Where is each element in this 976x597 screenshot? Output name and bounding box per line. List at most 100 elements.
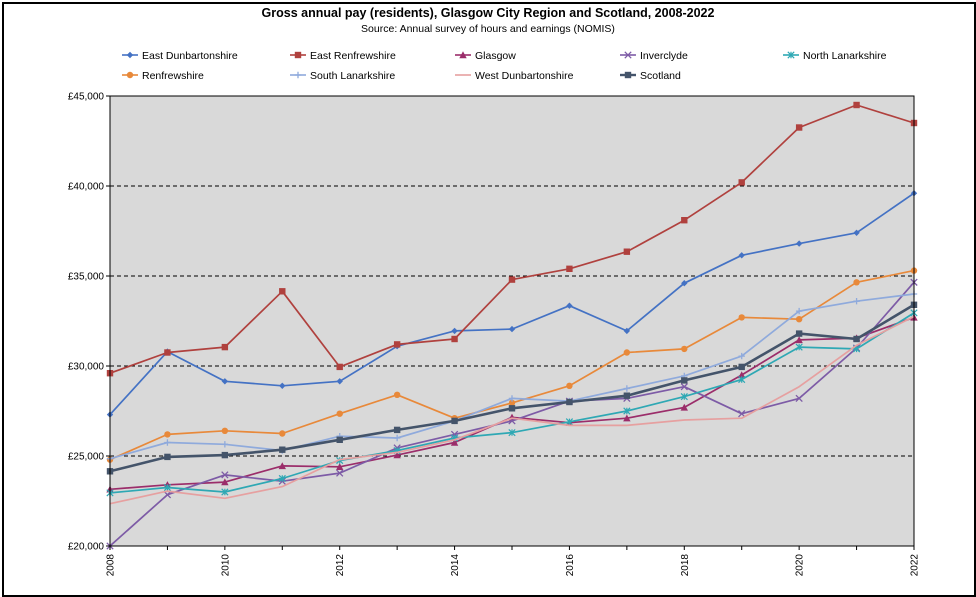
legend-item: South Lanarkshire (290, 70, 395, 82)
data-point (451, 417, 458, 425)
data-point (795, 124, 803, 131)
data-point (393, 341, 401, 348)
legend-item: West Dunbartonshire (455, 70, 574, 82)
data-point (164, 439, 171, 446)
data-point (738, 410, 746, 418)
legend-item: East Renfrewshire (290, 50, 396, 62)
data-point (221, 471, 229, 479)
data-point (738, 371, 746, 379)
data-point (681, 280, 688, 287)
data-point (566, 265, 573, 272)
data-point (126, 71, 134, 79)
data-point (393, 391, 401, 398)
data-point (163, 491, 172, 499)
x-tick-label: 2014 (450, 554, 461, 577)
data-point (853, 101, 860, 109)
data-point (623, 414, 631, 422)
data-point (508, 428, 516, 437)
legend-item: North Lanarkshire (783, 50, 887, 62)
data-point (566, 302, 573, 309)
data-point (451, 327, 458, 335)
x-tick-label: 2008 (106, 554, 117, 577)
data-point (623, 349, 631, 356)
y-tick-label: £25,000 (68, 452, 105, 463)
series-renfrewshire (106, 267, 918, 463)
data-point (164, 453, 171, 461)
legend-label: Renfrewshire (142, 70, 204, 82)
data-point (508, 405, 516, 412)
legend-label: Inverclyde (640, 50, 688, 62)
data-point (278, 474, 286, 483)
data-point (623, 248, 631, 255)
legend-label: Scotland (640, 70, 681, 82)
data-point (279, 382, 286, 389)
legend-label: Glasgow (475, 50, 516, 62)
data-point (508, 399, 516, 407)
data-point (278, 462, 286, 470)
data-point (738, 352, 745, 360)
data-point (393, 426, 401, 434)
x-tick-label: 2012 (335, 554, 346, 577)
data-point (336, 469, 344, 477)
chart-title: Gross annual pay (residents), Glasgow Ci… (261, 6, 715, 20)
x-tick-label: 2010 (220, 554, 231, 577)
data-point (336, 436, 343, 443)
y-tick-label: £35,000 (68, 272, 105, 283)
data-point (393, 451, 401, 459)
data-point (681, 217, 688, 224)
data-point (221, 427, 229, 434)
data-point (164, 349, 171, 356)
data-point (738, 314, 745, 321)
legend-label: East Dunbartonshire (142, 50, 238, 62)
data-point (681, 345, 688, 353)
data-point (393, 434, 401, 442)
data-point (624, 71, 632, 79)
x-tick-label: 2016 (565, 554, 576, 577)
data-point (221, 478, 229, 486)
data-point (795, 336, 803, 344)
data-point (336, 378, 343, 385)
x-tick-label: 2022 (910, 554, 921, 577)
chart-subtitle: Source: Annual survey of hours and earni… (361, 23, 615, 35)
data-point (853, 229, 860, 236)
y-tick-label: £45,000 (68, 92, 105, 103)
data-point (451, 335, 458, 343)
x-tick-label: 2018 (680, 554, 691, 577)
series-group (106, 101, 918, 550)
data-point (680, 403, 688, 411)
legend-label: South Lanarkshire (310, 70, 395, 82)
data-point (450, 438, 459, 446)
data-point (279, 288, 286, 295)
legend-label: West Dunbartonshire (475, 70, 574, 82)
legend-item: Scotland (620, 70, 681, 82)
x-tick-label: 2020 (795, 554, 806, 577)
data-point (221, 343, 229, 351)
y-axis: £20,000 £25,000 £30,000 £35,000 £40,000 £45,0… (68, 92, 110, 553)
legend-item: Renfrewshire (122, 70, 204, 82)
data-point (279, 446, 286, 453)
data-point (738, 179, 745, 186)
y-tick-label: £40,000 (68, 182, 105, 193)
legend-item: East Dunbartonshire (122, 50, 238, 62)
data-point (126, 51, 134, 59)
data-point (853, 298, 860, 305)
data-point (336, 410, 343, 417)
data-point (795, 330, 803, 337)
data-point (221, 488, 229, 496)
data-point (853, 335, 860, 343)
data-point (624, 51, 632, 59)
data-point (795, 343, 803, 351)
data-point (508, 276, 516, 283)
data-point (459, 51, 467, 59)
data-point (853, 279, 860, 286)
data-point (294, 71, 302, 79)
legend: East Dunbartonshire East Renfrewshire Glas… (122, 50, 887, 82)
data-point (623, 392, 631, 399)
legend-label: North Lanarkshire (803, 50, 887, 62)
data-point (221, 441, 229, 448)
data-point (566, 382, 573, 389)
data-point (680, 383, 688, 391)
y-tick-label: £20,000 (68, 542, 105, 553)
data-point (336, 363, 343, 371)
data-point (795, 240, 803, 247)
